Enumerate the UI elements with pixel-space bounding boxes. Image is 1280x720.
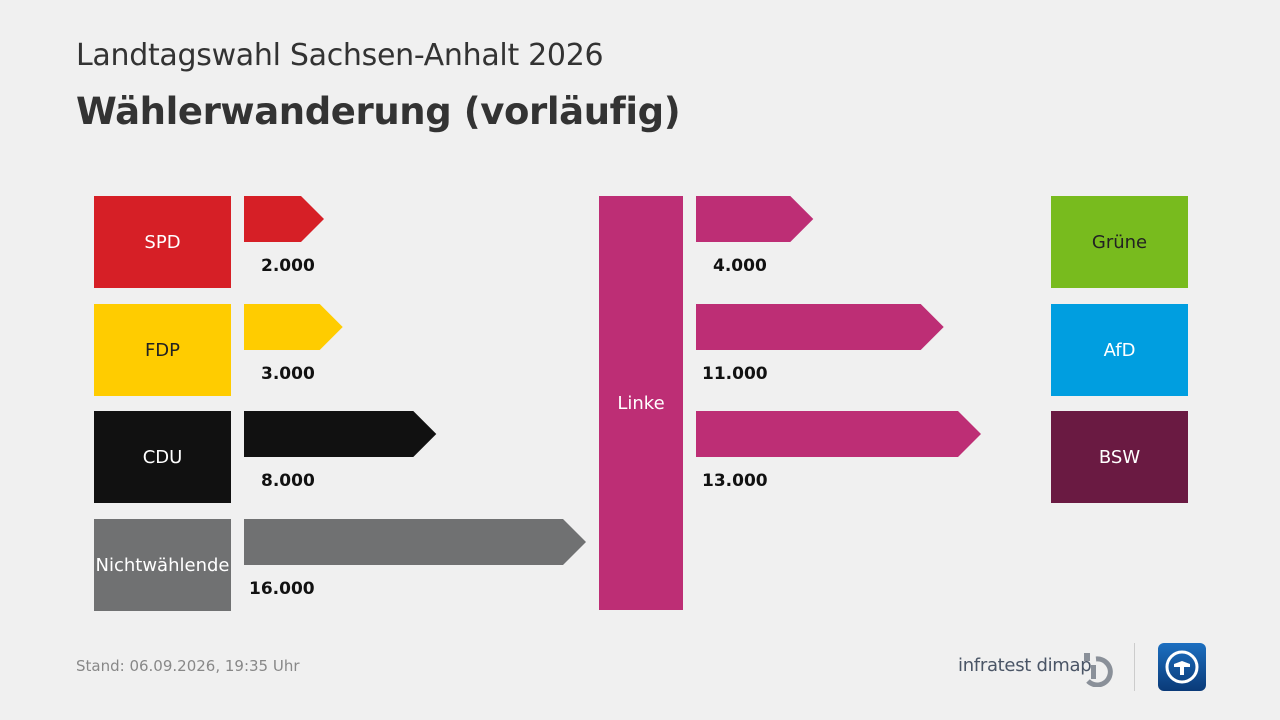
inflow-value-spd: 2.000 (261, 256, 315, 276)
tagesschau-logo-icon (1158, 643, 1206, 691)
footer-divider (1134, 643, 1135, 691)
outflow-value-gruene: 4.000 (713, 256, 767, 276)
infratest-dimap-logo-icon (1084, 653, 1113, 687)
timestamp-label: Stand: 06.09.2026, 19:35 Uhr (76, 657, 300, 675)
inflow-arrow-nichtwaehlende (244, 519, 586, 565)
inflow-value-cdu: 8.000 (261, 471, 315, 491)
outflow-arrow-gruene (696, 196, 814, 242)
outflow-value-bsw: 13.000 (702, 471, 768, 491)
inflow-arrow-fdp (244, 304, 343, 350)
party-box-afd: AfD (1051, 304, 1188, 396)
outflow-value-afd: 11.000 (702, 364, 768, 384)
party-box-cdu: CDU (94, 411, 231, 503)
outflow-arrow-afd (696, 304, 944, 350)
outflow-arrow-bsw (696, 411, 981, 457)
center-party-box-linke: Linke (599, 196, 683, 610)
inflow-value-nichtwaehlende: 16.000 (249, 579, 315, 599)
party-box-gruene: Grüne (1051, 196, 1188, 288)
page-subtitle: Wählerwanderung (vorläufig) (76, 90, 681, 133)
party-box-bsw: BSW (1051, 411, 1188, 503)
inflow-value-fdp: 3.000 (261, 364, 315, 384)
source-label: infratest dimap (958, 655, 1092, 676)
inflow-arrow-cdu (244, 411, 437, 457)
party-box-nichtwaehlende: Nichtwählende (94, 519, 231, 611)
inflow-arrow-spd (244, 196, 324, 242)
party-box-spd: SPD (94, 196, 231, 288)
page-title: Landtagswahl Sachsen-Anhalt 2026 (76, 38, 604, 73)
party-box-fdp: FDP (94, 304, 231, 396)
